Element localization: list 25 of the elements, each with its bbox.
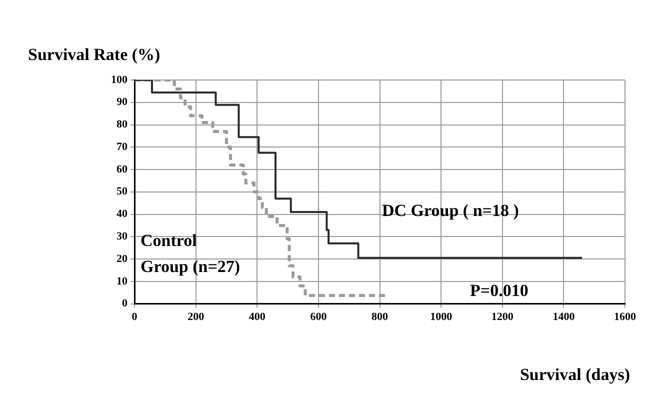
y-tick-label: 30 bbox=[116, 230, 128, 243]
series-label: DC Group ( n=18 ) bbox=[382, 201, 519, 220]
x-tick-label: 1000 bbox=[430, 311, 453, 324]
series-label: Control Group (n=27) bbox=[140, 231, 240, 276]
x-tick-label: 400 bbox=[248, 311, 266, 324]
y-tick-label: 10 bbox=[116, 275, 128, 288]
annotation: P=0.010 bbox=[470, 281, 528, 300]
x-tick-label: 0 bbox=[132, 311, 138, 324]
y-tick-label: 50 bbox=[116, 186, 128, 198]
x-tick-label: 800 bbox=[372, 311, 388, 324]
x-tick-label: 1600 bbox=[614, 311, 636, 324]
x-tick-label: 200 bbox=[188, 311, 205, 324]
x-axis-title: Survival (days) bbox=[520, 365, 630, 384]
x-tick-label: 1200 bbox=[491, 311, 514, 324]
y-tick-label: 0 bbox=[122, 298, 128, 310]
y-tick-label: 40 bbox=[116, 208, 128, 220]
x-tick-label: 600 bbox=[310, 311, 328, 324]
y-tick-label: 60 bbox=[116, 163, 128, 176]
y-tick-label: 70 bbox=[116, 140, 128, 153]
y-tick-label: 20 bbox=[116, 252, 128, 265]
x-tick-label: 1400 bbox=[552, 311, 576, 324]
y-tick-label: 100 bbox=[111, 74, 128, 86]
y-axis-title: Survival Rate (%) bbox=[28, 45, 160, 64]
y-tick-label: 90 bbox=[116, 96, 128, 108]
y-tick-label: 80 bbox=[116, 118, 128, 131]
